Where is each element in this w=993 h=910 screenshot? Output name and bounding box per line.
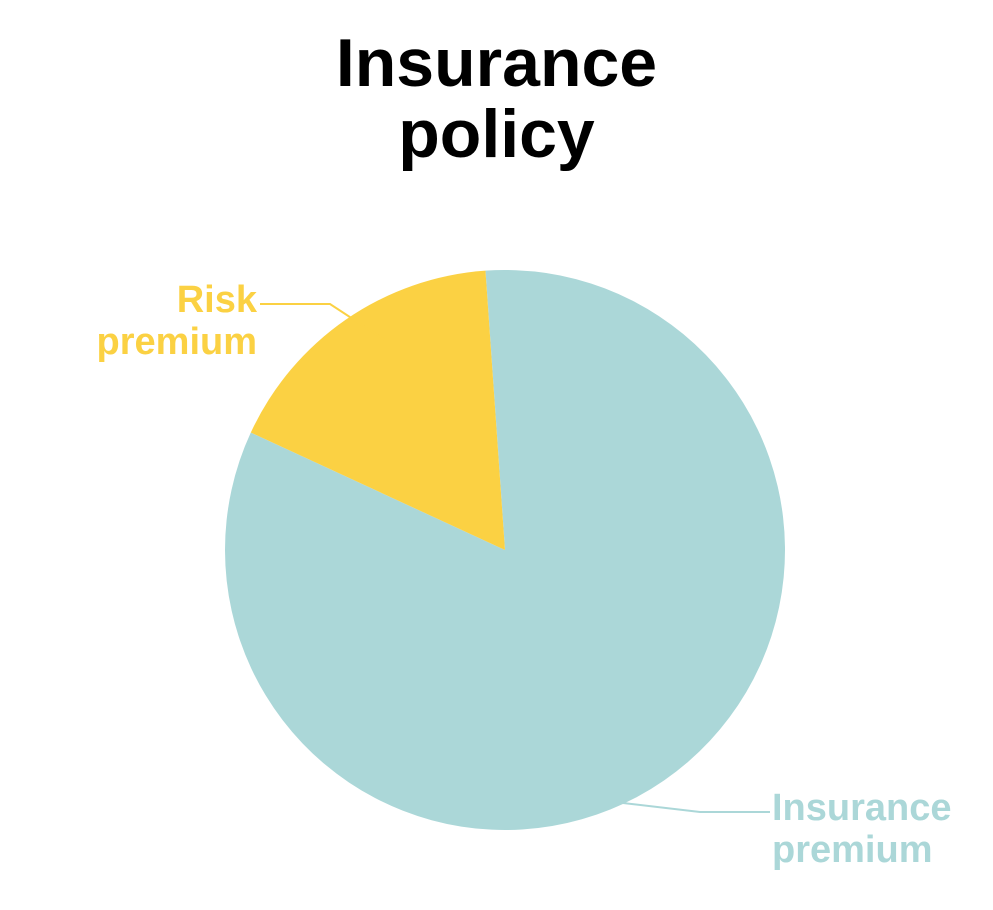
pie-chart xyxy=(0,0,993,910)
slice-label-insurance-premium: Insurancepremium xyxy=(772,788,982,872)
label-line: Insurance xyxy=(772,787,952,829)
slice-label-risk-premium: Riskpremium xyxy=(82,280,257,364)
label-line: Risk xyxy=(177,279,257,321)
leader-line-1 xyxy=(623,803,770,812)
label-line: premium xyxy=(772,829,932,871)
chart-container: Insurance policy RiskpremiumInsurancepre… xyxy=(0,0,993,910)
label-line: premium xyxy=(97,321,257,363)
